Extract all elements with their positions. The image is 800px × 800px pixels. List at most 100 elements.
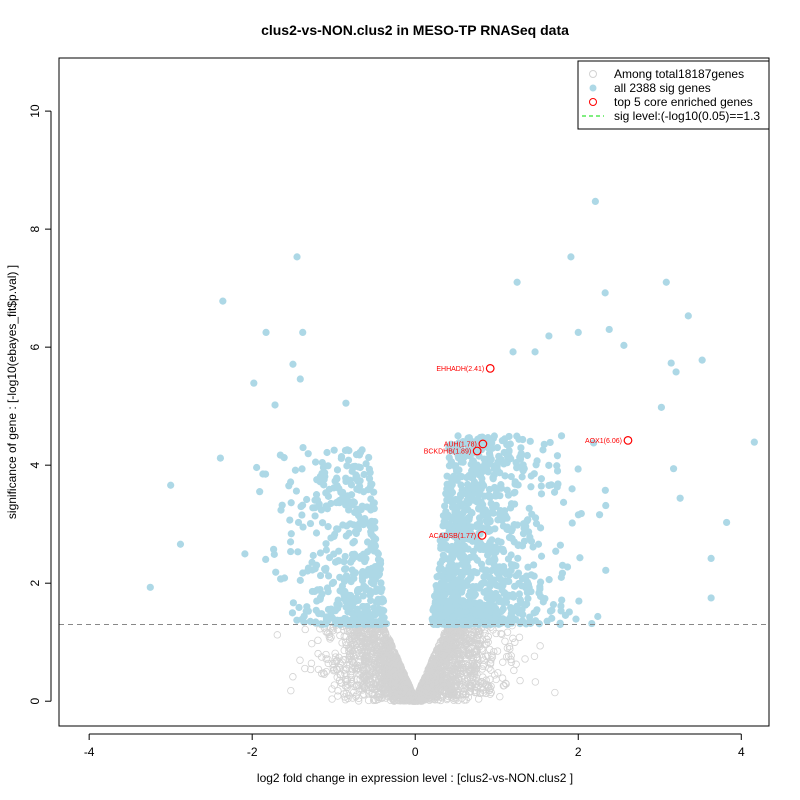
nonsig-gene-point: [464, 652, 473, 660]
sig-gene-point: [684, 312, 692, 320]
nonsig-gene-point: [473, 645, 481, 654]
sig-gene-point: [515, 579, 523, 588]
sig-gene-point: [309, 551, 317, 560]
sig-gene-point: [460, 617, 468, 625]
sig-gene-point: [602, 566, 610, 574]
nonsig-gene-point: [364, 634, 372, 642]
sig-gene-point: [515, 590, 524, 598]
nonsig-gene-point: [404, 692, 413, 701]
nonsig-gene-point: [322, 650, 330, 659]
sig-gene-point: [356, 553, 365, 561]
x-tick-label: -4: [84, 745, 95, 759]
sig-gene-point: [497, 607, 505, 616]
nonsig-gene-point: [484, 652, 492, 660]
nonsig-gene-point: [352, 666, 361, 674]
nonsig-gene-point: [487, 682, 495, 691]
nonsig-gene-point: [462, 634, 471, 643]
sig-gene-point: [322, 540, 330, 548]
sig-gene-point: [367, 506, 375, 514]
nonsig-gene-point: [328, 695, 336, 703]
sig-gene-point: [337, 454, 345, 462]
sig-gene-point: [512, 458, 520, 467]
nonsig-gene-point: [379, 632, 387, 640]
nonsig-gene-point: [447, 647, 455, 655]
sig-gene-point: [620, 341, 628, 349]
sig-gene-point: [539, 446, 547, 454]
nonsig-gene-point: [340, 690, 348, 698]
sig-gene-point: [499, 516, 507, 524]
sig-gene-point: [377, 587, 385, 596]
nonsig-gene-point: [370, 695, 378, 703]
sig-gene-point: [366, 522, 374, 530]
sig-gene-point: [293, 253, 301, 261]
sig-gene-point: [451, 463, 459, 471]
sig-gene-point: [347, 591, 355, 600]
nonsig-gene-point: [458, 690, 467, 699]
sig-gene-point: [487, 455, 495, 463]
sig-gene-point: [568, 519, 576, 527]
sig-gene-point: [511, 500, 519, 508]
top-gene-label: BCKDHB(1.89): [424, 449, 471, 456]
nonsig-gene-point: [382, 662, 391, 671]
sig-gene-point: [146, 583, 154, 591]
sig-gene-point: [500, 566, 508, 574]
nonsig-gene-point: [444, 654, 453, 662]
sig-gene-point: [487, 499, 495, 508]
sig-gene-point: [277, 506, 285, 514]
sig-gene-point: [351, 527, 360, 536]
sig-gene-point: [330, 446, 338, 454]
nonsig-gene-point: [343, 675, 351, 684]
sig-gene-point: [330, 532, 338, 541]
sig-gene-point: [324, 523, 332, 531]
nonsig-gene-point: [366, 630, 374, 639]
sig-gene-point: [488, 579, 496, 587]
sig-gene-point: [306, 519, 315, 528]
nonsig-gene-point: [341, 696, 350, 704]
legend-nonsig-label: Among total18187genes: [614, 67, 744, 81]
sig-gene-point: [465, 513, 474, 521]
nonsig-gene-point: [359, 681, 368, 689]
sig-gene-point: [304, 450, 312, 458]
nonsig-gene-point: [449, 689, 457, 698]
sig-gene-point: [494, 458, 502, 466]
sig-gene-point: [461, 559, 469, 567]
sig-gene-point: [370, 488, 378, 496]
sig-gene-point: [517, 444, 525, 452]
sig-gene-point: [473, 461, 481, 469]
nonsig-gene-point: [468, 659, 477, 668]
sig-gene-point: [500, 460, 508, 468]
nonsig-gene-point: [393, 653, 401, 662]
sig-gene-point: [473, 569, 481, 577]
nonsig-gene-point: [382, 680, 391, 689]
sig-gene-point: [453, 562, 461, 570]
sig-gene-point: [298, 501, 307, 509]
sig-gene-point: [441, 515, 450, 523]
sig-gene-point: [515, 435, 523, 443]
sig-gene-point: [523, 600, 531, 608]
sig-gene-point: [463, 545, 472, 553]
sig-gene-point: [522, 572, 531, 580]
nonsig-gene-point: [317, 669, 326, 678]
sig-gene-point: [440, 619, 448, 627]
sig-gene-point: [698, 356, 706, 364]
sig-gene-point: [455, 513, 464, 521]
sig-gene-point: [469, 583, 477, 591]
legend-sig-label: all 2388 sig genes: [614, 81, 711, 95]
sig-gene-point: [467, 570, 475, 579]
sig-gene-point: [466, 601, 474, 609]
nonsig-gene-point: [474, 678, 482, 686]
sig-gene-point: [469, 547, 477, 556]
nonsig-gene-point: [430, 662, 439, 670]
sig-gene-point: [342, 572, 351, 580]
sig-gene-point: [433, 573, 441, 581]
nonsig-gene-point: [346, 671, 355, 679]
sig-gene-point: [471, 590, 479, 599]
sig-gene-point: [553, 467, 562, 475]
sig-gene-point: [280, 454, 288, 462]
nonsig-gene-point: [492, 675, 500, 684]
nonsig-gene-point: [381, 660, 389, 668]
sig-gene-point: [378, 595, 386, 603]
sig-gene-point: [523, 451, 531, 460]
sig-gene-point: [532, 617, 540, 625]
sig-gene-point: [509, 591, 517, 599]
